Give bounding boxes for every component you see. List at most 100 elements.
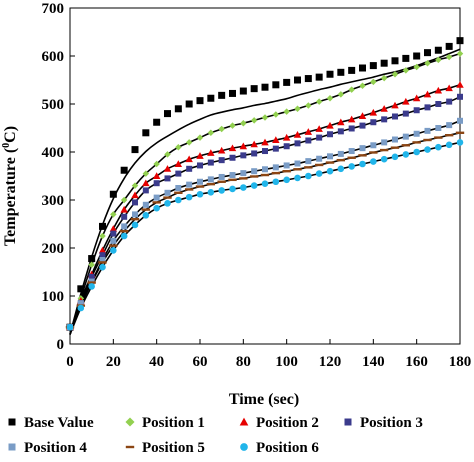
data-point: [88, 261, 95, 269]
legend: Base Value Position 1 Position 2 Position 3…: [8, 415, 423, 456]
data-point: [402, 133, 409, 140]
data-point: [327, 131, 333, 138]
legend-marker: [125, 445, 135, 449]
series-5-markers: [67, 117, 463, 331]
data-point: [392, 113, 398, 120]
data-point: [445, 53, 453, 61]
series-markers: [65, 37, 465, 331]
data-point: [402, 110, 409, 117]
data-point: [337, 128, 344, 135]
legend-label: Position 1: [142, 415, 205, 431]
data-point: [434, 46, 442, 54]
data-point: [153, 160, 160, 168]
data-point: [305, 158, 312, 165]
data-point: [207, 149, 215, 156]
data-point: [413, 148, 420, 156]
legend-label: Position 5: [142, 440, 205, 456]
data-point: [142, 129, 150, 137]
data-point: [174, 160, 183, 167]
data-point: [293, 168, 302, 171]
data-point: [381, 139, 388, 146]
data-point: [326, 70, 334, 78]
fit-lines: [69, 48, 461, 335]
data-point: [98, 246, 107, 254]
data-point: [164, 200, 171, 207]
data-point: [99, 257, 106, 263]
data-point: [186, 165, 193, 172]
data-point: [88, 255, 96, 263]
x-tick-label: 180: [449, 354, 472, 370]
data-point: [163, 165, 172, 172]
data-point: [109, 190, 117, 198]
y-axis-title-superscript: 0: [1, 143, 12, 148]
data-point: [348, 66, 356, 74]
data-point: [185, 100, 193, 108]
fit-line-series-2: [69, 52, 461, 335]
data-point: [457, 117, 463, 124]
data-point: [380, 59, 388, 67]
data-point: [315, 125, 323, 132]
data-point: [186, 181, 193, 188]
y-tick-label: 400: [42, 145, 65, 161]
data-point: [370, 119, 377, 126]
y-tick-label: 200: [42, 241, 65, 257]
data-point: [294, 160, 301, 167]
legend-label: Position 2: [256, 415, 319, 431]
data-point: [164, 151, 171, 158]
data-point: [347, 156, 356, 159]
data-point: [359, 82, 366, 90]
data-point: [305, 137, 312, 144]
data-point: [249, 175, 259, 178]
data-point: [120, 166, 128, 174]
data-point: [175, 185, 182, 191]
data-point: [315, 98, 323, 105]
legend-item: Position 2: [239, 415, 319, 431]
data-point: [218, 91, 226, 99]
x-tick-label: 40: [149, 354, 164, 370]
data-point: [217, 146, 226, 154]
data-point: [413, 130, 420, 137]
data-point: [272, 178, 280, 186]
data-point: [185, 193, 193, 201]
data-point: [348, 163, 355, 170]
data-point: [305, 172, 312, 180]
data-point: [445, 141, 453, 149]
data-point: [185, 155, 193, 163]
data-point: [401, 144, 411, 147]
data-point: [184, 188, 194, 191]
data-point: [337, 118, 345, 126]
data-point: [316, 134, 323, 141]
data-point: [370, 158, 377, 165]
data-point: [250, 182, 258, 189]
data-point: [153, 180, 160, 187]
data-point: [261, 114, 269, 121]
y-tick-label: 0: [57, 337, 65, 353]
data-point: [402, 151, 410, 158]
data-point: [446, 122, 453, 129]
data-point: [304, 128, 313, 135]
data-point: [445, 84, 453, 92]
data-point: [282, 133, 291, 141]
data-point: [424, 59, 431, 67]
data-point: [120, 205, 128, 213]
x-axis-title: Time (sec): [229, 391, 299, 408]
data-point: [131, 182, 139, 189]
data-point: [262, 148, 268, 155]
fit-line-series-6: [69, 132, 461, 335]
data-point: [369, 62, 377, 70]
y-tick-label: 700: [42, 1, 65, 17]
data-point: [239, 142, 248, 150]
data-point: [110, 247, 117, 254]
data-point: [197, 162, 203, 169]
data-point: [381, 116, 388, 123]
data-point: [88, 283, 95, 290]
data-point: [131, 146, 139, 154]
y-tick-label: 300: [42, 193, 65, 209]
data-point: [391, 57, 399, 65]
data-point: [455, 131, 465, 134]
data-point: [196, 190, 204, 198]
data-point: [142, 170, 150, 177]
data-point: [109, 244, 118, 247]
data-point: [185, 139, 193, 146]
